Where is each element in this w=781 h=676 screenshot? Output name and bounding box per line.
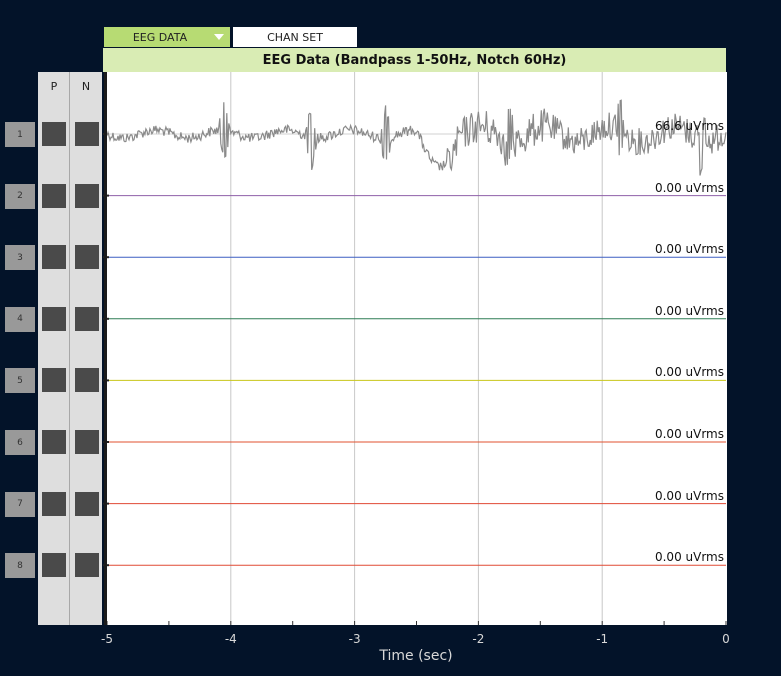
channel-1-n-button[interactable] [75, 122, 99, 146]
plot-left-border [104, 72, 107, 625]
plot-title: EEG Data (Bandpass 1-50Hz, Notch 60Hz) [103, 48, 726, 72]
column-header-n: N [81, 80, 91, 93]
channel-number-2[interactable]: 2 [5, 183, 35, 209]
channel-number-3[interactable]: 3 [5, 245, 35, 271]
tab-eeg-data-label: EEG DATA [132, 30, 188, 44]
channel-5-n-button[interactable] [75, 368, 99, 393]
channel-4-rms: 0.00 uVrms [654, 303, 724, 318]
panel-divider [69, 72, 70, 625]
dropdown-caret-icon[interactable] [214, 34, 224, 40]
channel-4-n-button[interactable] [75, 306, 99, 331]
channel-8-rms: 0.00 uVrms [654, 550, 724, 565]
channel-2-rms: 0.00 uVrms [654, 180, 724, 195]
channel-6-n-button[interactable] [75, 430, 99, 454]
channel-number-8[interactable]: 8 [5, 553, 35, 579]
channel-number-4[interactable]: 4 [5, 306, 35, 332]
channel-number-6[interactable]: 6 [5, 430, 35, 455]
x-tick-label: -5 [101, 632, 113, 646]
x-tick-label: -2 [472, 632, 485, 646]
x-tick-label: -3 [348, 632, 361, 646]
channel-number-1[interactable]: 1 [5, 122, 35, 147]
channel-1-signal [106, 99, 727, 176]
channel-5-rms: 0.00 uVrms [654, 365, 724, 380]
x-tick-label: -4 [224, 632, 237, 646]
channel-6-p-button[interactable] [42, 430, 66, 454]
channel-control-panel [38, 72, 102, 625]
channel-number-5[interactable]: 5 [5, 368, 35, 394]
x-axis-label: Time (sec) [379, 648, 453, 664]
channel-6-rms: 0.00 uVrms [654, 427, 724, 441]
channel-8-n-button[interactable] [75, 553, 99, 578]
channel-7-rms: 0.00 uVrms [654, 488, 724, 503]
channel-8-p-button[interactable] [42, 553, 66, 578]
channel-2-p-button[interactable] [42, 183, 66, 208]
x-tick-label: -1 [596, 632, 609, 646]
channel-1-rms: 66.6 uVrms [654, 119, 724, 133]
channel-2-n-button[interactable] [75, 183, 99, 208]
channel-7-p-button[interactable] [42, 491, 66, 516]
channel-5-p-button[interactable] [42, 368, 66, 393]
tab-eeg-data[interactable]: EEG DATA [104, 27, 230, 47]
column-header-p: P [50, 80, 58, 93]
channel-4-p-button[interactable] [42, 306, 66, 331]
x-tick-label: 0 [722, 632, 730, 646]
tab-chan-set[interactable]: CHAN SET [233, 27, 357, 47]
channel-3-p-button[interactable] [42, 245, 66, 270]
channel-7-n-button[interactable] [75, 491, 99, 516]
channel-number-7[interactable]: 7 [5, 491, 35, 517]
channel-3-rms: 0.00 uVrms [654, 242, 724, 257]
eeg-plot-area [104, 72, 727, 625]
channel-1-p-button[interactable] [42, 122, 66, 146]
channel-3-n-button[interactable] [75, 245, 99, 270]
